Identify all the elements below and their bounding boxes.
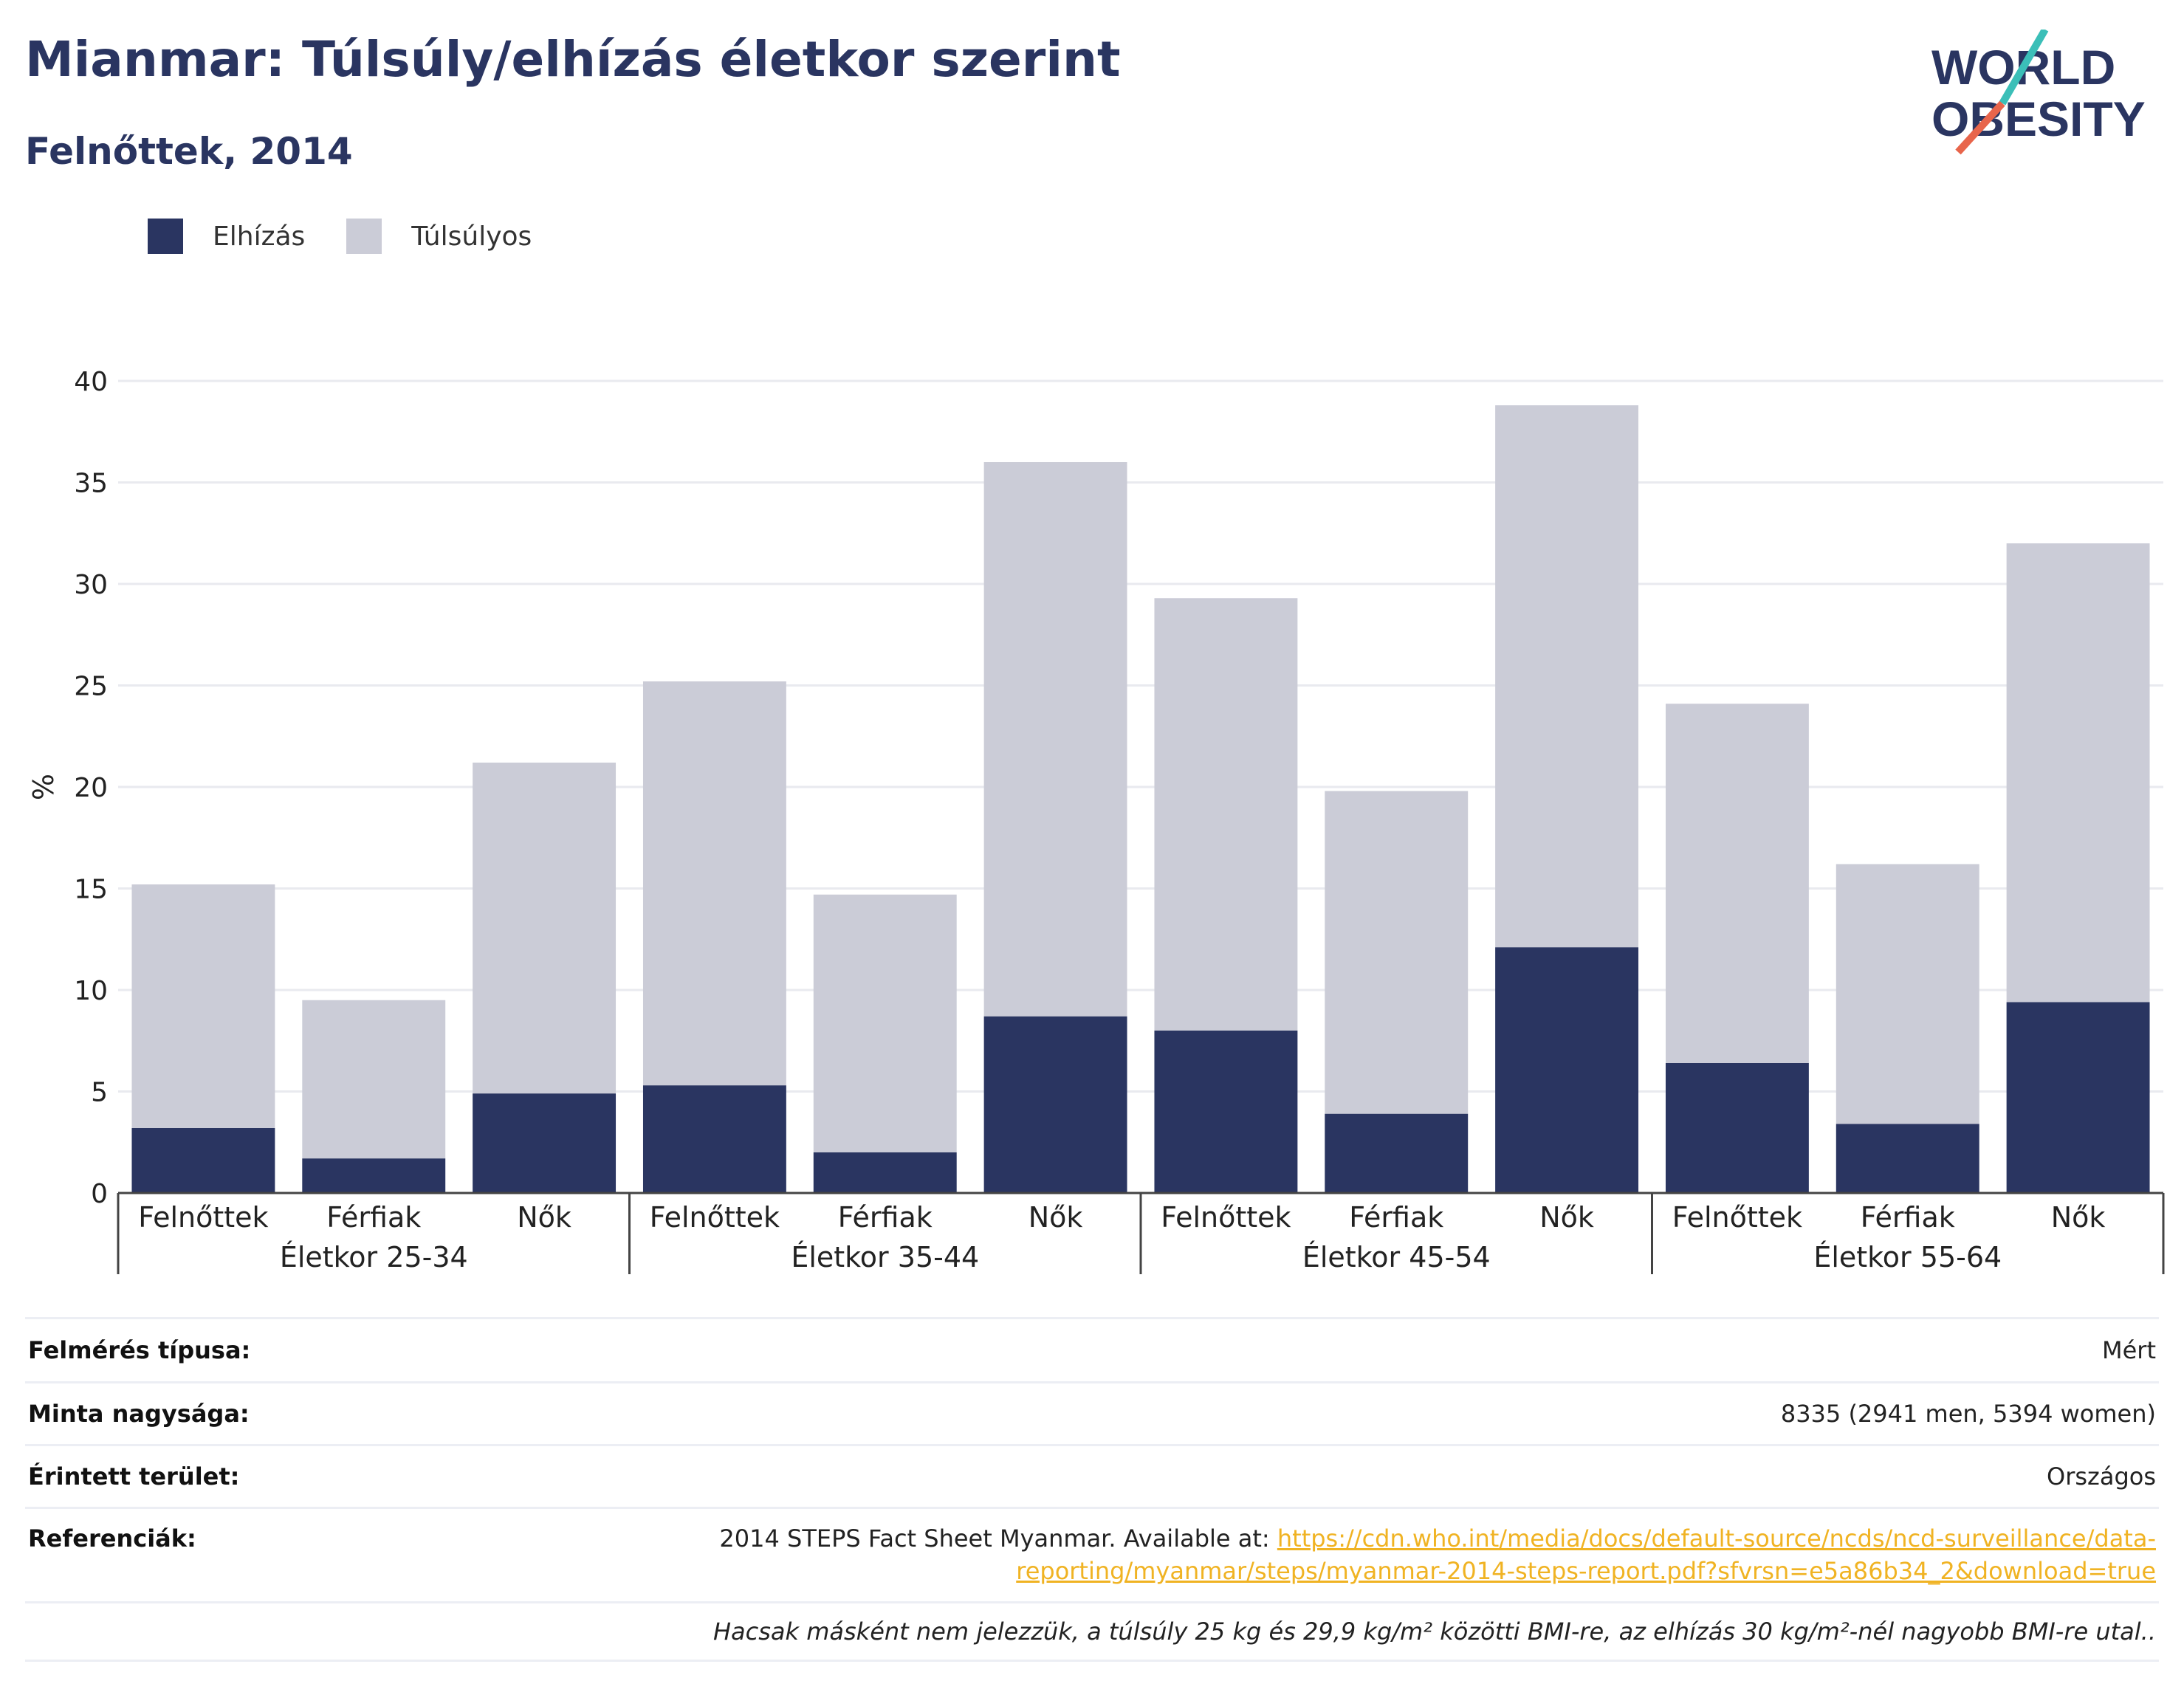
x-tick-label: Férfiak: [1861, 1201, 1955, 1234]
group-label: Életkor 55-64: [1813, 1241, 2002, 1273]
sample-size-value: 8335 (2941 men, 5394 women): [1780, 1400, 2156, 1428]
info-row-survey-type: Felmérés típusa: Mért: [25, 1317, 2159, 1381]
stacked-bar-chart: 0 5 10 15 20 25 30 35 40% Felnőttek Férfiak Nők Feln…: [27, 367, 2165, 1274]
footnote: Hacsak másként nem jelezzük, a túlsúly 2…: [712, 1617, 2156, 1646]
survey-type-value: Mért: [2102, 1336, 2156, 1364]
bar-obesity: [302, 1158, 446, 1193]
x-tick-label: Nők: [1539, 1201, 1594, 1234]
legend-item-overweight[interactable]: Túlsúlyos: [346, 219, 532, 254]
bar-overweight: [1495, 405, 1639, 948]
page-subtitle: Felnőttek, 2014: [25, 130, 353, 173]
x-tick-label: Nők: [1029, 1201, 1083, 1234]
world-obesity-logo: WORLD OBESITY: [1931, 30, 2146, 155]
references-value: 2014 STEPS Fact Sheet Myanmar. Available…: [719, 1522, 2156, 1587]
bar-overweight: [302, 1000, 446, 1159]
y-tick-label: 5: [91, 1078, 108, 1108]
y-tick-label: 0: [91, 1179, 108, 1209]
y-tick-label: 35: [74, 469, 108, 499]
references-link-part1[interactable]: https://cdn.who.int/media/docs/default-s…: [1277, 1524, 2156, 1553]
survey-info-table: Felmérés típusa: Mért Minta nagysága: 83…: [25, 1317, 2159, 1662]
bar-obesity: [813, 1152, 957, 1193]
bar-obesity: [473, 1093, 617, 1193]
info-row-references: Referenciák: 2014 STEPS Fact Sheet Myanm…: [25, 1507, 2159, 1601]
references-link-part2[interactable]: reporting/myanmar/steps/myanmar-2014-ste…: [1016, 1557, 2156, 1585]
references-text: 2014 STEPS Fact Sheet Myanmar. Available…: [719, 1524, 1277, 1553]
survey-type-label: Felmérés típusa:: [28, 1336, 251, 1364]
x-tick-label: Felnőttek: [1161, 1201, 1291, 1234]
group-label: Életkor 25-34: [280, 1241, 468, 1273]
bar-overweight: [983, 462, 1127, 1017]
x-tick-label: Férfiak: [838, 1201, 933, 1234]
area-label: Érintett terület:: [28, 1462, 240, 1491]
legend-swatch-obesity: [148, 219, 183, 254]
bar-obesity: [983, 1016, 1127, 1193]
info-row-area: Érintett terület: Országos: [25, 1444, 2159, 1507]
legend-swatch-overweight: [346, 219, 382, 254]
bar-obesity: [1154, 1031, 1298, 1193]
bar-overweight: [642, 681, 786, 1086]
y-tick-label: 40: [74, 367, 108, 397]
legend-label-obesity: Elhízás: [213, 221, 306, 252]
group-label: Életkor 45-54: [1302, 1241, 1491, 1273]
area-value: Országos: [2047, 1462, 2156, 1491]
x-tick-label: Felnőttek: [138, 1201, 268, 1234]
bar-obesity: [1325, 1113, 1469, 1193]
bar-obesity: [1665, 1063, 1809, 1193]
x-tick-label: Nők: [2051, 1201, 2106, 1234]
bar-overweight: [131, 884, 275, 1128]
logo-line2: OBESITY: [1931, 92, 2146, 146]
info-row-sample-size: Minta nagysága: 8335 (2941 men, 5394 wom…: [25, 1381, 2159, 1444]
bar-overweight: [1325, 791, 1469, 1114]
y-tick-label: 15: [74, 875, 108, 905]
logo-accent-teal: [1999, 30, 2049, 106]
info-row-footnote: Hacsak másként nem jelezzük, a túlsúly 2…: [25, 1601, 2159, 1662]
x-tick-label: Férfiak: [1349, 1201, 1443, 1234]
y-tick-label: 20: [74, 773, 108, 803]
group-label: Életkor 35-44: [791, 1241, 979, 1273]
logo-accent-red: [1955, 100, 2005, 155]
page-title: Mianmar: Túlsúly/elhízás életkor szerint: [25, 31, 1121, 88]
bar-overweight: [1154, 598, 1298, 1031]
x-tick-label: Felnőttek: [650, 1201, 780, 1234]
bar-obesity: [1836, 1124, 1979, 1193]
y-axis-label: %: [27, 774, 60, 800]
legend-label-overweight: Túlsúlyos: [411, 221, 532, 252]
sample-size-label: Minta nagysága:: [28, 1400, 250, 1428]
bar-overweight: [813, 894, 957, 1152]
bar-obesity: [642, 1085, 786, 1193]
chart-legend: Elhízás Túlsúlyos: [148, 219, 573, 254]
x-tick-label: Nők: [517, 1201, 571, 1234]
bar-obesity: [131, 1128, 275, 1193]
bar-obesity: [1495, 947, 1639, 1193]
bar-overweight: [1836, 864, 1979, 1124]
references-label: Referenciák:: [28, 1524, 196, 1553]
bar-overweight: [1665, 704, 1809, 1063]
bar-overweight: [473, 763, 617, 1094]
bar-obesity: [2006, 1002, 2150, 1193]
y-tick-label: 25: [74, 672, 108, 702]
legend-item-obesity[interactable]: Elhízás: [148, 219, 305, 254]
bar-overweight: [2006, 543, 2150, 1003]
x-tick-label: Férfiak: [326, 1201, 421, 1234]
y-tick-label: 30: [74, 570, 108, 600]
y-tick-label: 10: [74, 976, 108, 1006]
x-tick-label: Felnőttek: [1672, 1201, 1802, 1234]
